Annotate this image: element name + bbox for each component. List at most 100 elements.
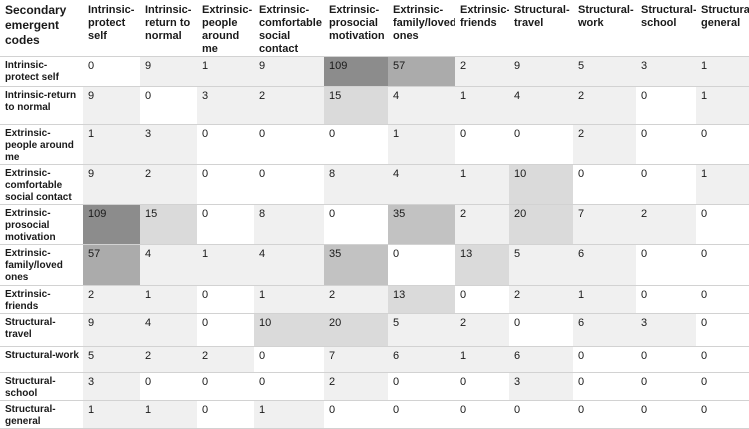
table-cell: 7 [573, 204, 636, 245]
table-cell: 0 [509, 124, 573, 165]
table-cell: 2 [140, 164, 197, 205]
table-cell: 1 [455, 164, 509, 205]
row-label: Structural-general [0, 400, 83, 429]
table-cell: 0 [140, 372, 197, 401]
row-label: Structural-school [0, 372, 83, 401]
column-header: Extrinsic-comfortable social contact [254, 0, 324, 57]
table-cell: 2 [140, 346, 197, 373]
column-header: Structural-travel [509, 0, 573, 57]
table-cell: 3 [197, 86, 254, 125]
table-row: Structural-work 5 2 2 0 7 6 1 6 0 0 0 [0, 346, 749, 373]
table-row: Structural-travel 9 4 0 10 20 5 2 0 6 3 0 [0, 313, 749, 347]
table-cell: 1 [573, 285, 636, 314]
table-cell: 6 [573, 244, 636, 286]
table-cell: 6 [388, 346, 455, 373]
table-cell: 0 [455, 285, 509, 314]
table-cell: 1 [197, 244, 254, 286]
table-cell: 0 [509, 313, 573, 347]
table-cell: 0 [197, 313, 254, 347]
table-cell: 1 [388, 124, 455, 165]
table-cell: 5 [573, 56, 636, 87]
table-cell: 1 [83, 124, 140, 165]
table-row: Extrinsic-friends 2 1 0 1 2 13 0 2 1 0 0 [0, 285, 749, 314]
table-cell: 0 [83, 56, 140, 87]
table-cell: 0 [696, 400, 749, 429]
table-cell: 2 [573, 86, 636, 125]
table-cell: 0 [696, 346, 749, 373]
table-cell: 0 [696, 204, 749, 245]
table-cell: 2 [636, 204, 696, 245]
table-cell: 0 [140, 86, 197, 125]
column-header: Extrinsic-family/loved ones [388, 0, 455, 57]
table-cell: 1 [696, 56, 749, 87]
row-label: Extrinsic-friends [0, 285, 83, 314]
table-cell: 0 [636, 86, 696, 125]
table-cell: 3 [509, 372, 573, 401]
row-label: Extrinsic-family/loved ones [0, 244, 83, 286]
row-label: Intrinsic-return to normal [0, 86, 83, 125]
table-row: Extrinsic-family/loved ones 57 4 1 4 35 0 13 5 6 0… [0, 244, 749, 286]
table-cell: 109 [324, 56, 388, 87]
table-cell: 0 [254, 346, 324, 373]
table-cell: 5 [388, 313, 455, 347]
table-row: Intrinsic-return to normal 9 0 3 2 15 4 1 4 2 0 1 [0, 86, 749, 125]
table-cell: 35 [388, 204, 455, 245]
column-header: Extrinsic-friends [455, 0, 509, 57]
table-cell: 4 [140, 313, 197, 347]
row-label: Structural-travel [0, 313, 83, 347]
table-cell: 1 [254, 400, 324, 429]
table-cell: 1 [455, 86, 509, 125]
table-cell: 0 [197, 372, 254, 401]
table-cell: 13 [455, 244, 509, 286]
table-cell: 15 [324, 86, 388, 125]
row-label: Extrinsic-prosocial motivation [0, 204, 83, 245]
table-cell: 3 [636, 313, 696, 347]
table-cell: 0 [636, 346, 696, 373]
header-row: Secondary emergent codes Intrinsic-prote… [0, 0, 749, 57]
column-header: Structural-general [696, 0, 749, 57]
table-cell: 0 [324, 204, 388, 245]
column-header: Extrinsic-prosocial motivation [324, 0, 388, 57]
column-header: Structural-work [573, 0, 636, 57]
table-cell: 2 [455, 204, 509, 245]
table-cell: 0 [573, 164, 636, 205]
table-cell: 0 [636, 164, 696, 205]
table-cell: 9 [509, 56, 573, 87]
table-cell: 0 [197, 400, 254, 429]
table-cell: 0 [254, 372, 324, 401]
table-cell: 4 [388, 164, 455, 205]
table-cell: 0 [573, 346, 636, 373]
table-cell: 9 [83, 86, 140, 125]
table-cell: 2 [455, 56, 509, 87]
table-cell: 0 [455, 124, 509, 165]
table-cell: 0 [636, 372, 696, 401]
table-cell: 0 [696, 372, 749, 401]
table-row: Extrinsic-prosocial motivation 109 15 0 8 0 35… [0, 204, 749, 245]
table-cell: 0 [254, 164, 324, 205]
table-cell: 0 [696, 124, 749, 165]
table-cell: 0 [324, 400, 388, 429]
table-cell: 2 [455, 313, 509, 347]
table-row: Extrinsic-comfortable social contact 9 2 0 0… [0, 164, 749, 205]
table-cell: 0 [573, 372, 636, 401]
table-cell: 1 [455, 346, 509, 373]
table-cell: 3 [636, 56, 696, 87]
row-label: Structural-work [0, 346, 83, 373]
table-cell: 0 [696, 313, 749, 347]
table-cell: 0 [197, 285, 254, 314]
table-cell: 3 [140, 124, 197, 165]
table-cell: 1 [254, 285, 324, 314]
table-cell: 0 [455, 400, 509, 429]
table-cell: 8 [254, 204, 324, 245]
table-cell: 9 [140, 56, 197, 87]
corner-label: Secondary emergent codes [0, 0, 83, 57]
table-cell: 0 [636, 244, 696, 286]
table-cell: 109 [83, 204, 140, 245]
table-row: Structural-school 3 0 0 0 2 0 0 3 0 0 0 [0, 372, 749, 401]
table-cell: 0 [388, 372, 455, 401]
table-cell: 1 [197, 56, 254, 87]
table-cell: 4 [509, 86, 573, 125]
table-cell: 2 [324, 285, 388, 314]
table-cell: 0 [696, 244, 749, 286]
